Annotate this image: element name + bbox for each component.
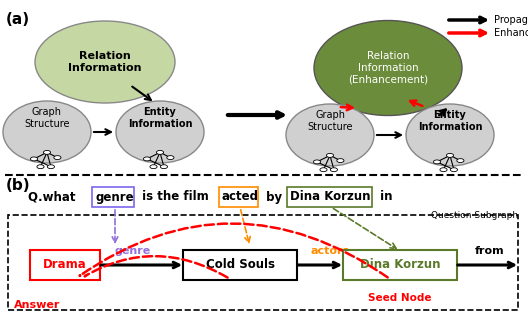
Text: Answer: Answer: [14, 300, 60, 310]
Text: Dina Korzun: Dina Korzun: [290, 190, 371, 203]
Ellipse shape: [450, 168, 457, 172]
Text: from: from: [475, 246, 505, 256]
Text: Enhanced: Enhanced: [494, 28, 528, 38]
Ellipse shape: [31, 157, 37, 161]
Text: Relation
Information
(Enhancement): Relation Information (Enhancement): [348, 52, 428, 85]
Ellipse shape: [156, 151, 164, 154]
Ellipse shape: [286, 104, 374, 166]
Ellipse shape: [54, 156, 61, 159]
Text: Entity
Information: Entity Information: [128, 107, 192, 129]
Text: actors: actors: [310, 246, 350, 256]
Text: (a): (a): [6, 12, 30, 27]
Text: genre: genre: [95, 190, 134, 203]
Ellipse shape: [161, 165, 167, 169]
FancyArrowPatch shape: [80, 224, 388, 277]
Ellipse shape: [337, 159, 344, 163]
FancyBboxPatch shape: [183, 250, 297, 280]
Text: genre: genre: [115, 246, 150, 256]
FancyBboxPatch shape: [343, 250, 457, 280]
Ellipse shape: [314, 21, 462, 115]
Text: acted: acted: [222, 190, 259, 203]
Ellipse shape: [3, 101, 91, 163]
Ellipse shape: [440, 168, 447, 172]
Ellipse shape: [116, 101, 204, 163]
Ellipse shape: [37, 165, 44, 169]
Text: Seed Node: Seed Node: [368, 293, 432, 303]
Text: in: in: [376, 190, 392, 203]
Ellipse shape: [447, 154, 454, 157]
Text: Dina Korzun: Dina Korzun: [360, 259, 440, 272]
Text: Relation
Information: Relation Information: [68, 51, 142, 73]
Text: by: by: [262, 190, 286, 203]
Ellipse shape: [144, 157, 150, 161]
Ellipse shape: [48, 165, 54, 169]
Ellipse shape: [150, 165, 157, 169]
Ellipse shape: [43, 151, 51, 154]
Text: Graph
Structure: Graph Structure: [24, 107, 70, 129]
Ellipse shape: [167, 156, 174, 159]
Ellipse shape: [457, 159, 464, 163]
Text: is the film: is the film: [138, 190, 213, 203]
Text: Question Subgraph: Question Subgraph: [431, 211, 518, 220]
Text: Graph
Structure: Graph Structure: [307, 110, 353, 132]
Ellipse shape: [406, 104, 494, 166]
Text: Drama: Drama: [43, 259, 87, 272]
Ellipse shape: [35, 21, 175, 103]
Ellipse shape: [320, 168, 327, 172]
Text: Propagation: Propagation: [494, 15, 528, 25]
Ellipse shape: [331, 168, 337, 172]
Text: Cold Souls: Cold Souls: [205, 259, 275, 272]
Text: Q.what: Q.what: [28, 190, 80, 203]
Ellipse shape: [314, 160, 320, 164]
Text: (b): (b): [6, 178, 31, 193]
Text: Entity
Information: Entity Information: [418, 110, 482, 132]
Ellipse shape: [433, 160, 440, 164]
Ellipse shape: [326, 154, 334, 157]
FancyArrowPatch shape: [85, 256, 228, 277]
FancyBboxPatch shape: [30, 250, 100, 280]
